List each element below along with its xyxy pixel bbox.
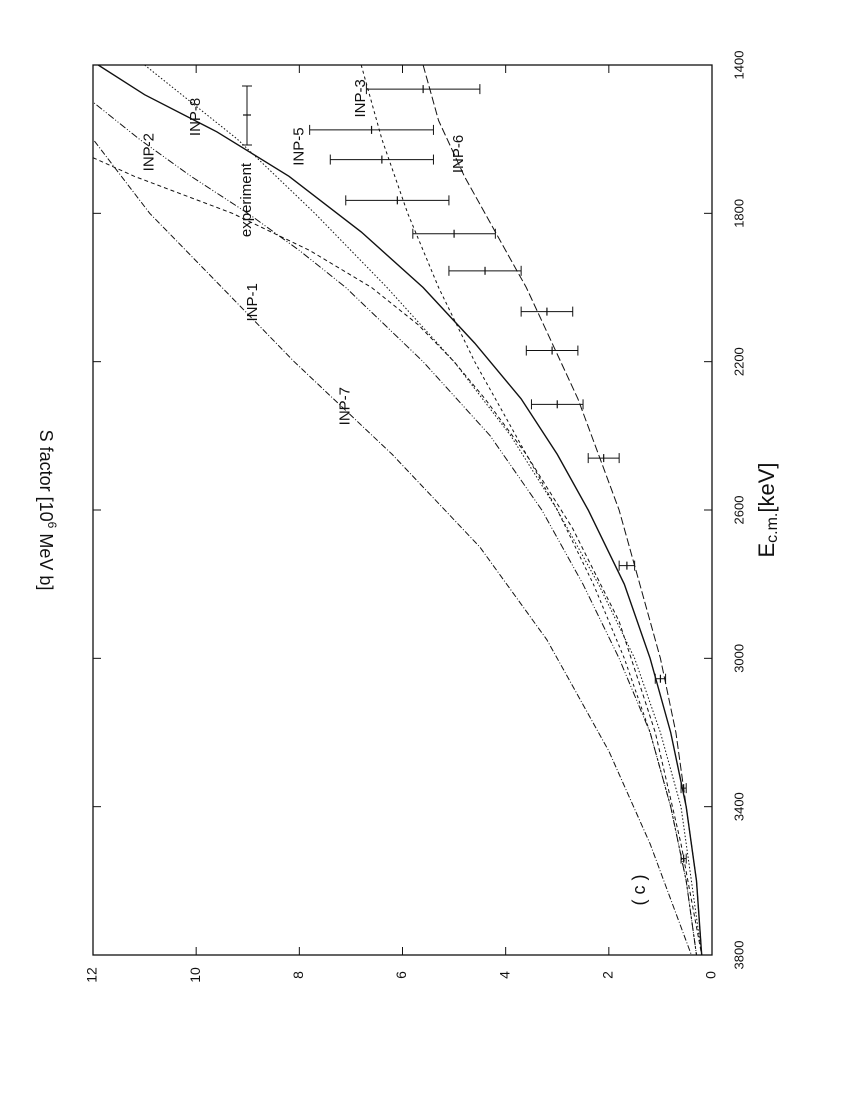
legend xyxy=(242,85,252,146)
label-layer: 1400 1800 2200 2600 3000 3400 3800 0 2 4 6 8 10 12 Ec.… xyxy=(36,51,781,983)
curve-label-inp-8: INP-8 xyxy=(187,98,204,136)
series-line-inp-6 xyxy=(422,65,703,955)
x-tick-label: 3800 xyxy=(731,941,746,970)
y-axis-title: S factor [106 MeV b] xyxy=(36,430,59,591)
experiment-point xyxy=(345,195,450,206)
y-axis-title-pre: S factor [10 xyxy=(36,430,56,522)
x-tick-label: 2200 xyxy=(731,347,746,376)
y-tick-label: 6 xyxy=(393,971,409,979)
y-tick-label: 12 xyxy=(84,967,100,983)
curve-label-inp-5: INP-5 xyxy=(290,127,307,165)
x-axis-title-main: E xyxy=(754,543,779,558)
curve-label-inp-6: INP-6 xyxy=(450,135,467,173)
experiment-point xyxy=(618,560,636,571)
curve-label-inp-3: INP-3 xyxy=(352,79,369,117)
experiment-point xyxy=(520,306,574,317)
curve-label-inp-7: INP-7 xyxy=(337,387,354,425)
experiment-point xyxy=(680,853,687,864)
series-line-inp-7 xyxy=(93,101,697,955)
series-line-inp-5 xyxy=(144,65,703,955)
y-tick-label: 0 xyxy=(703,971,719,979)
experiment-point xyxy=(329,154,434,165)
y-axis-title-post: MeV b] xyxy=(36,528,56,590)
experiment-point xyxy=(654,673,667,684)
plot-layer xyxy=(92,64,713,956)
experiment-point xyxy=(412,228,496,239)
experiment-point xyxy=(587,453,620,464)
y-tick-label: 4 xyxy=(496,971,512,979)
x-axis-title: Ec.m.[keV] xyxy=(754,462,781,557)
legend-label: experiment xyxy=(238,162,255,237)
panel-label: ( c ) xyxy=(629,875,649,906)
experiment-point xyxy=(680,783,687,794)
y-tick-label: 2 xyxy=(600,971,616,979)
x-axis-title-tail: [keV] xyxy=(754,462,779,512)
x-tick-label: 3400 xyxy=(731,792,746,821)
experiment-point xyxy=(448,265,522,276)
series-line-inp-8 xyxy=(97,65,703,955)
x-tick-label: 1800 xyxy=(731,199,746,228)
y-axis-title-sup: 6 xyxy=(45,522,59,529)
experiment-point xyxy=(365,84,481,95)
y-tick-label: 8 xyxy=(290,971,306,979)
experiment-point xyxy=(309,124,434,135)
series-line-inp-3 xyxy=(360,65,697,955)
curve-label-inp-2: INP-2 xyxy=(141,133,158,171)
experiment-point xyxy=(530,399,584,410)
x-tick-label: 1400 xyxy=(731,51,746,80)
x-tick-label: 2600 xyxy=(731,496,746,525)
experiment-point xyxy=(525,345,579,356)
series-line-inp-2 xyxy=(93,157,703,955)
curve-group xyxy=(93,65,703,955)
curve-label-inp-1: INP-1 xyxy=(244,283,261,321)
y-tick-label: 10 xyxy=(187,967,203,983)
x-tick-label: 3000 xyxy=(731,644,746,673)
x-axis-title-sub: c.m. xyxy=(764,513,781,543)
series-line-inp-1 xyxy=(93,138,692,955)
